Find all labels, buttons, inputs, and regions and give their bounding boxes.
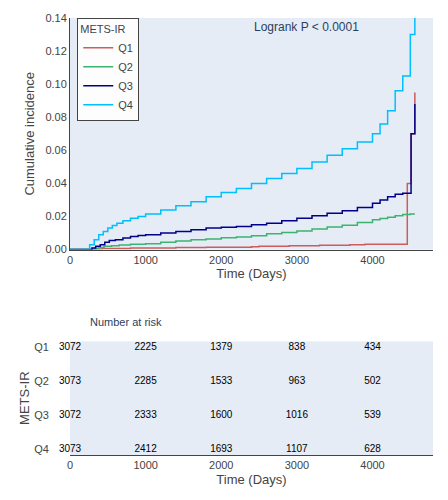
svg-text:Q4: Q4 [34, 443, 49, 455]
svg-text:METS-IR: METS-IR [80, 23, 125, 35]
svg-text:Q1: Q1 [34, 341, 49, 353]
svg-text:3073: 3073 [59, 443, 82, 454]
svg-text:1693: 1693 [210, 443, 233, 454]
svg-text:3000: 3000 [285, 459, 309, 471]
svg-text:0: 0 [67, 254, 73, 266]
svg-text:Q3: Q3 [118, 80, 133, 92]
svg-text:Q2: Q2 [118, 61, 133, 73]
svg-text:838: 838 [289, 341, 306, 352]
svg-text:1379: 1379 [210, 341, 233, 352]
svg-text:0.00: 0.00 [45, 243, 66, 255]
svg-text:0.10: 0.10 [45, 78, 66, 90]
svg-text:Q1: Q1 [118, 42, 133, 54]
svg-text:Time (Days): Time (Days) [216, 266, 286, 281]
svg-text:0.06: 0.06 [45, 144, 66, 156]
svg-text:2225: 2225 [135, 341, 158, 352]
svg-text:963: 963 [289, 375, 306, 386]
svg-text:3072: 3072 [59, 341, 82, 352]
svg-text:2000: 2000 [209, 459, 233, 471]
svg-text:1016: 1016 [286, 409, 309, 420]
svg-text:2412: 2412 [135, 443, 158, 454]
svg-text:4000: 4000 [360, 254, 384, 266]
svg-text:METS-IR: METS-IR [17, 371, 32, 424]
svg-text:3073: 3073 [59, 375, 82, 386]
svg-text:Cumulative incidence: Cumulative incidence [22, 72, 37, 196]
svg-text:2285: 2285 [135, 375, 158, 386]
svg-text:502: 502 [364, 375, 381, 386]
svg-text:Q4: Q4 [118, 99, 133, 111]
svg-text:0.08: 0.08 [45, 111, 66, 123]
svg-text:Time (Days): Time (Days) [216, 472, 286, 487]
svg-text:0.12: 0.12 [45, 45, 66, 57]
svg-text:Q2: Q2 [34, 375, 49, 387]
svg-text:Q3: Q3 [34, 409, 49, 421]
svg-text:1600: 1600 [210, 409, 233, 420]
svg-text:1000: 1000 [133, 254, 157, 266]
svg-text:2000: 2000 [209, 254, 233, 266]
svg-text:3000: 3000 [285, 254, 309, 266]
svg-text:434: 434 [364, 341, 381, 352]
svg-text:539: 539 [364, 409, 381, 420]
svg-text:2333: 2333 [135, 409, 158, 420]
svg-text:1000: 1000 [133, 459, 157, 471]
svg-text:0.04: 0.04 [45, 177, 66, 189]
svg-text:628: 628 [364, 443, 381, 454]
svg-text:1107: 1107 [286, 443, 308, 454]
svg-text:0: 0 [67, 459, 73, 471]
svg-text:0.14: 0.14 [45, 12, 66, 24]
svg-text:Logrank P < 0.0001: Logrank P < 0.0001 [254, 20, 359, 34]
svg-text:1533: 1533 [210, 375, 233, 386]
svg-text:4000: 4000 [360, 459, 384, 471]
svg-text:Number at risk: Number at risk [90, 316, 162, 328]
svg-text:3072: 3072 [59, 409, 82, 420]
svg-text:0.02: 0.02 [45, 210, 66, 222]
